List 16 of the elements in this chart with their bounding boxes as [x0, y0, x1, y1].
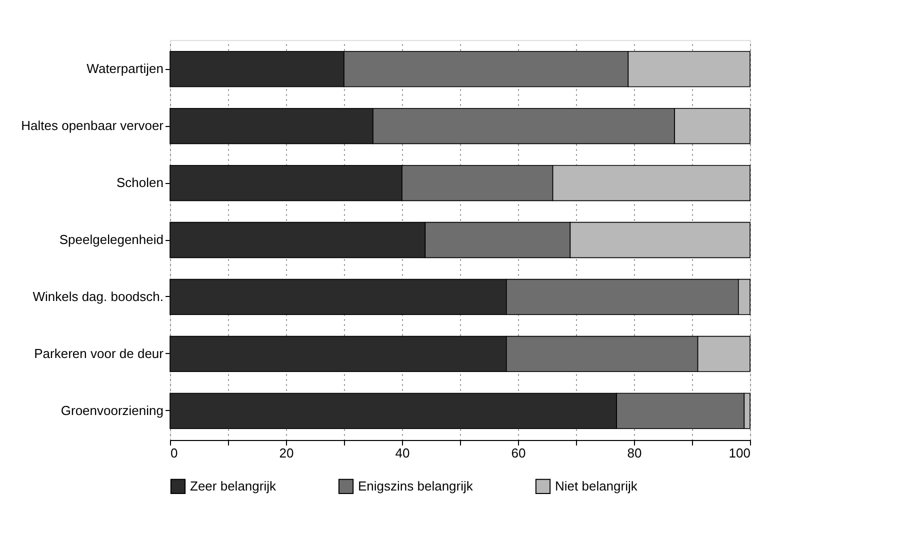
- y-tick-label: Haltes openbaar vervoer: [21, 118, 164, 134]
- x-tick-label: 80: [627, 446, 642, 460]
- x-tick-label: 20: [279, 446, 294, 460]
- y-tick-label: Speelgelegenheid: [59, 232, 164, 247]
- x-tick-label: 40: [395, 446, 410, 460]
- x-tick-label: 0: [170, 446, 178, 460]
- y-tick-label: Winkels dag. boodsch.: [32, 288, 164, 304]
- y-tick-label: Scholen: [116, 175, 164, 190]
- legend-label: Enigszins belangrijk: [358, 478, 474, 494]
- legend-label: Niet belangrijk: [555, 478, 638, 494]
- y-tick-label: Waterpartijen: [86, 61, 164, 76]
- x-tick-label: 60: [511, 446, 526, 460]
- legend-label: Zeer belangrijk: [190, 478, 276, 494]
- y-tick-label: Groenvoorziening: [60, 402, 164, 418]
- y-tick-label: Parkeren voor de deur: [34, 346, 164, 361]
- x-tick-label: 100: [728, 446, 750, 460]
